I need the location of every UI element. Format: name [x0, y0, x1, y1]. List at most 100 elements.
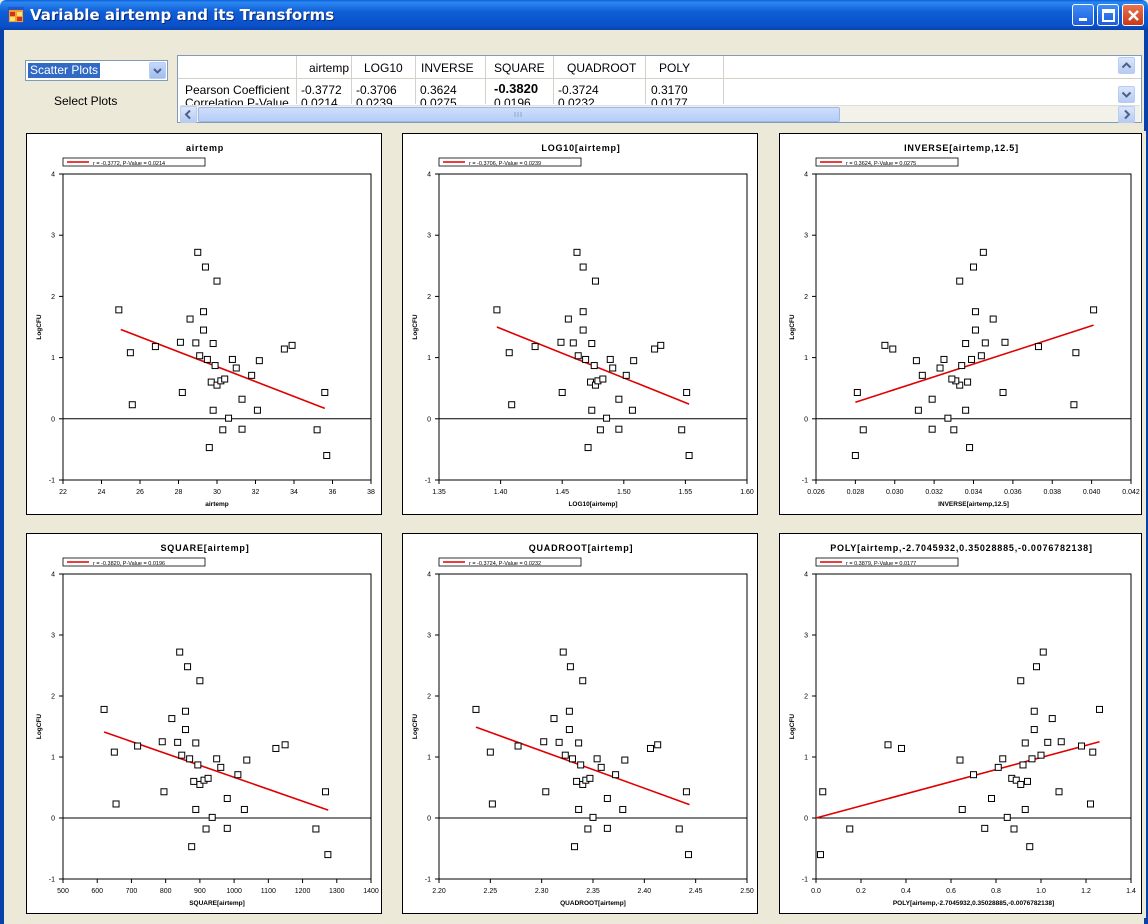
data-point: [612, 771, 620, 779]
column-header[interactable]: SQUARE: [494, 61, 545, 75]
x-axis-label: airtemp: [205, 501, 229, 508]
data-point: [184, 663, 192, 671]
column-header[interactable]: airtemp: [309, 61, 350, 75]
y-tick-label: -1: [49, 478, 55, 485]
data-point: [1096, 705, 1103, 713]
data-point: [1072, 349, 1080, 357]
data-point: [584, 825, 592, 833]
data-point: [174, 738, 182, 746]
x-tick-label: 1200: [295, 888, 311, 895]
chevron-up-icon[interactable]: [1118, 57, 1135, 74]
data-point: [566, 663, 574, 671]
table-cell: 0.3170: [651, 83, 688, 97]
x-tick-label: 0.4: [901, 888, 911, 895]
scatter-plot-inverse[interactable]: INVERSE[airtemp,12.5] r = 0.3624, P-Value…: [779, 133, 1142, 515]
y-tick-label: 1: [427, 355, 431, 362]
data-point: [603, 414, 611, 422]
data-point: [1034, 343, 1042, 351]
data-point: [1033, 663, 1040, 671]
data-point: [569, 339, 577, 347]
data-point: [596, 426, 604, 434]
chevron-down-icon[interactable]: [149, 62, 166, 79]
data-point: [514, 742, 522, 750]
scroll-thumb[interactable]: [198, 107, 840, 122]
maximize-button[interactable]: [1097, 4, 1119, 26]
data-point: [577, 761, 585, 769]
data-point: [531, 343, 539, 351]
x-tick-label: 28: [175, 489, 183, 496]
data-point: [217, 763, 225, 771]
data-point: [228, 355, 236, 363]
data-point: [196, 780, 204, 788]
y-tick-label: -1: [425, 478, 431, 485]
y-tick-label: 0: [427, 816, 431, 823]
data-point: [312, 825, 320, 833]
x-tick-label: 1.0: [1036, 888, 1046, 895]
data-point: [1030, 707, 1038, 715]
data-point: [190, 777, 198, 785]
data-point: [603, 824, 611, 832]
y-tick-label: 0: [51, 416, 55, 423]
column-header[interactable]: INVERSE: [421, 61, 474, 75]
chevron-left-icon[interactable]: [180, 106, 197, 123]
data-point: [966, 444, 974, 452]
axes-frame: [438, 173, 748, 481]
scatter-plot-log10[interactable]: LOG10[airtemp] r = -0.3706, P-Value = 0.0…: [402, 133, 758, 515]
data-point: [243, 756, 251, 764]
fit-line: [120, 328, 326, 410]
x-tick-label: 1100: [261, 888, 276, 895]
data-point: [968, 355, 976, 363]
data-point: [1017, 780, 1025, 788]
title-bar[interactable]: Variable airtemp and its Transforms: [0, 0, 1148, 30]
data-point: [579, 677, 587, 685]
data-point: [196, 352, 204, 360]
data-point: [621, 756, 629, 764]
chevron-right-icon[interactable]: [1118, 106, 1135, 123]
chevron-down-icon[interactable]: [1118, 86, 1135, 103]
data-point: [238, 425, 246, 433]
axes-frame: [815, 573, 1132, 880]
data-point: [194, 761, 202, 769]
x-tick-label: 0.040: [1083, 489, 1101, 496]
data-point: [313, 426, 321, 434]
data-point: [675, 825, 683, 833]
plot-title: QUADROOT[airtemp]: [529, 543, 634, 553]
data-point: [1090, 306, 1098, 314]
data-point: [202, 825, 210, 833]
data-point: [160, 788, 168, 796]
data-point: [682, 788, 690, 796]
y-tick-label: 4: [804, 172, 808, 179]
data-point: [971, 326, 979, 334]
data-point: [589, 813, 597, 821]
data-point: [194, 248, 202, 256]
scatter-plot-poly[interactable]: POLY[airtemp,-2.7045932,0.35028885,-0.00…: [779, 533, 1142, 914]
y-tick-label: 3: [427, 633, 431, 640]
data-point: [219, 426, 227, 434]
data-point: [200, 308, 208, 316]
y-tick-label: 2: [427, 294, 431, 301]
data-point: [1003, 813, 1011, 821]
legend-box: [815, 157, 959, 167]
x-tick-label: 34: [290, 489, 298, 496]
column-header[interactable]: QUADROOT: [567, 61, 637, 75]
scatter-plot-quadroot[interactable]: QUADROOT[airtemp] r = -0.3724, P-Value = …: [402, 533, 758, 914]
data-point: [565, 726, 573, 734]
data-point: [936, 364, 944, 372]
data-point: [1087, 800, 1094, 808]
scatter-plot-square[interactable]: SQUARE[airtemp] r = -0.3820, P-Value = 0.…: [26, 533, 382, 914]
column-header[interactable]: POLY: [659, 61, 691, 75]
data-point: [1048, 715, 1056, 723]
data-point: [281, 741, 289, 749]
close-button[interactable]: [1122, 4, 1144, 26]
plot-type-dropdown[interactable]: Scatter Plots: [25, 60, 168, 81]
minimize-button[interactable]: [1072, 4, 1094, 26]
plot-title: LOG10[airtemp]: [541, 143, 620, 153]
horizontal-scrollbar[interactable]: [180, 105, 1140, 123]
data-point: [683, 388, 691, 396]
data-point: [573, 248, 581, 256]
data-point: [588, 340, 596, 348]
data-point: [1021, 739, 1029, 747]
data-point: [110, 748, 118, 756]
column-header[interactable]: LOG10: [364, 61, 403, 75]
scatter-plot-airtemp[interactable]: airtemp r = -0.3772, P-Value = 0.0214 22 24…: [26, 133, 382, 515]
